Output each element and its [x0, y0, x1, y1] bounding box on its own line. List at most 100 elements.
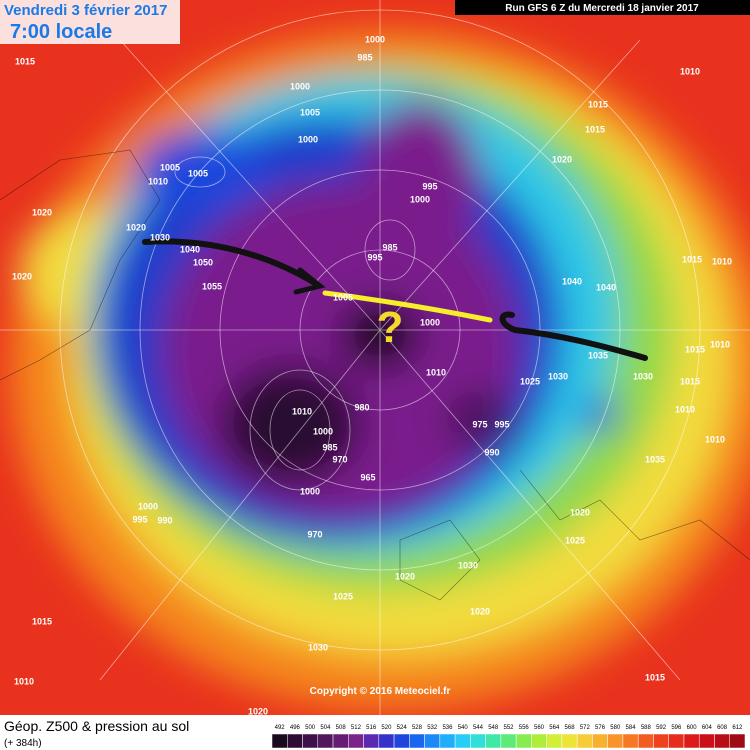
pressure-label: 1010 [680, 66, 700, 76]
legend-tick-label: 580 [610, 725, 621, 731]
legend-swatch [393, 733, 410, 749]
pressure-label: 1030 [633, 371, 653, 381]
pressure-label: 990 [484, 447, 499, 457]
pressure-label: 995 [422, 181, 437, 191]
pressure-label: 995 [132, 514, 147, 524]
pressure-label: 1015 [588, 99, 608, 109]
pressure-label: 1000 [410, 194, 430, 204]
legend-swatch [576, 733, 593, 749]
pressure-label: 1020 [32, 207, 52, 217]
legend-swatch [637, 733, 654, 749]
pressure-label: 1020 [12, 271, 32, 281]
pressure-label: 1010 [426, 367, 446, 377]
arrow [499, 311, 648, 361]
pressure-label: 1000 [290, 81, 310, 91]
legend-tick-label: 492 [275, 725, 286, 731]
pressure-label: 1010 [14, 676, 34, 686]
pressure-label: 975 [472, 419, 487, 429]
legend-swatch [424, 733, 441, 749]
legend-swatch [363, 733, 380, 749]
pressure-labels: 1015 1000 985 1000 1005 1000 1005 1005 1010 1020 1… [12, 34, 732, 716]
pressure-label: 1015 [585, 124, 605, 134]
copyright: Copyright © 2016 Meteociel.fr [310, 686, 451, 697]
legend-swatch [332, 733, 349, 749]
pressure-label: 1010 [710, 339, 730, 349]
legend-tick-label: 568 [565, 725, 576, 731]
pressure-label: 1005 [188, 168, 208, 178]
pressure-label: 995 [367, 252, 382, 262]
legend-tick-label: 540 [458, 725, 469, 731]
legend-tick-label: 592 [656, 725, 667, 731]
legend-tick-label: 576 [595, 725, 606, 731]
legend-swatch [378, 733, 395, 749]
pressure-label: 1020 [570, 507, 590, 517]
pressure-label: 1020 [552, 154, 572, 164]
pressure-label: 1035 [645, 454, 665, 464]
legend-tick-label: 600 [687, 725, 698, 731]
pressure-label: 1055 [202, 281, 222, 291]
legend-tick-label: 596 [671, 725, 682, 731]
pressure-label: 1000 [138, 501, 158, 511]
pressure-label: 985 [322, 442, 337, 452]
legend-swatch [592, 733, 608, 749]
legend-tick-label: 544 [473, 725, 484, 731]
run-info: Run GFS 6 Z du Mercredi 18 janvier 2017 [505, 3, 699, 14]
pressure-label: 985 [382, 242, 397, 252]
date: Vendredi 3 février 2017 [4, 2, 167, 19]
legend-swatch [546, 733, 563, 749]
pressure-label: 1010 [705, 434, 725, 444]
legend-swatch [607, 733, 624, 749]
pressure-label: 1015 [680, 376, 700, 386]
legend-swatch [653, 733, 669, 749]
pressure-label: 1005 [333, 292, 353, 302]
pressure-label: 1000 [300, 486, 320, 496]
pressure-label: 990 [157, 515, 172, 525]
pressure-label: 1010 [292, 406, 312, 416]
pressure-label: 1015 [32, 616, 52, 626]
color-legend: 492 496 500 504 508 512 516 520 524 528 532 536 540 5… [271, 725, 746, 749]
pressure-label: 1010 [148, 176, 168, 186]
pressure-label: 1000 [365, 34, 385, 44]
legend-swatch [348, 733, 364, 749]
pressure-label: 1020 [126, 222, 146, 232]
legend-tick-label: 588 [641, 725, 652, 731]
legend-tick-label: 536 [442, 725, 453, 731]
legend-tick-label: 532 [427, 725, 438, 731]
pressure-label: 1015 [682, 254, 702, 264]
legend-tick-label: 548 [488, 725, 499, 731]
legend-tick-label: 608 [717, 725, 728, 731]
pressure-label: 980 [354, 402, 369, 412]
pressure-label: 1010 [675, 404, 695, 414]
legend-swatch [470, 733, 486, 749]
legend-tick-label: 612 [732, 725, 743, 731]
legend-swatch [531, 733, 547, 749]
pressure-label: 1025 [565, 535, 585, 545]
legend-swatch [317, 733, 334, 749]
legend-tick-label: 572 [580, 725, 591, 731]
legend-tick-label: 560 [534, 725, 545, 731]
pressure-label: 965 [360, 472, 375, 482]
pressure-label: 970 [332, 454, 347, 464]
legend-swatch [622, 733, 639, 749]
legend-swatch [561, 733, 578, 749]
pressure-label: 970 [307, 529, 322, 539]
pressure-label: 1010 [712, 256, 732, 266]
legend-tick-label: 556 [519, 725, 530, 731]
legend-swatch [500, 733, 517, 749]
legend-tick-label: 584 [626, 725, 637, 731]
legend-swatch [287, 733, 303, 749]
legend-tick-label: 496 [290, 725, 301, 731]
legend-swatch [668, 733, 685, 749]
pressure-label: 1040 [562, 276, 582, 286]
highlight-line [322, 290, 493, 323]
legend-swatch [683, 733, 700, 749]
legend-swatch [302, 733, 319, 749]
legend-tick-label: 564 [549, 725, 560, 731]
pressure-label: 1040 [180, 244, 200, 254]
pressure-label: 1015 [15, 56, 35, 66]
pressure-label: 1020 [248, 706, 268, 716]
pressure-label: 1005 [160, 162, 180, 172]
legend-swatch [515, 733, 532, 749]
legend-swatch [729, 733, 746, 749]
